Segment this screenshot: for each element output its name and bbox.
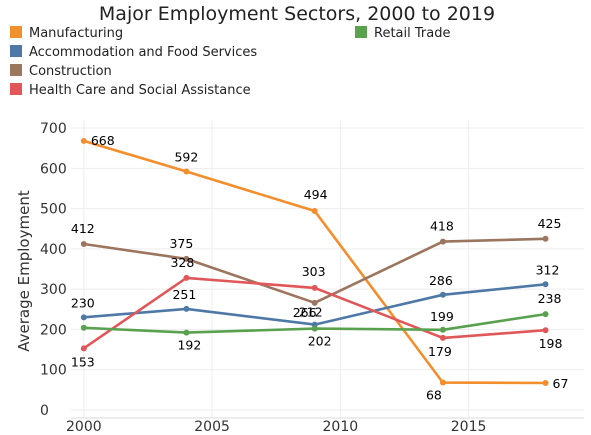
data-label-accommodation-and-food-services-2014: 286 — [429, 273, 453, 288]
point-health-care-and-social-assistance-2004 — [183, 274, 190, 281]
y-tick-200: 200 — [40, 322, 67, 338]
legend-label-retail-trade: Retail Trade — [374, 26, 450, 41]
x-axis-ticks: 2000 2005 2010 2015 — [66, 419, 486, 435]
data-label-accommodation-and-food-services-2009: 212 — [299, 305, 323, 320]
point-accommodation-and-food-services-2000 — [80, 314, 87, 321]
data-label-construction-2004: 375 — [169, 236, 193, 251]
data-label-health-care-and-social-assistance-2004: 328 — [170, 255, 194, 270]
data-label-retail-trade-2009: 202 — [308, 334, 332, 349]
data-label-health-care-and-social-assistance-2009: 303 — [302, 264, 326, 279]
legend-label-health-care-and-social-assistance: Health Care and Social Assistance — [29, 83, 251, 98]
data-label-construction-2014: 418 — [430, 219, 454, 234]
point-construction-2000 — [80, 241, 87, 248]
point-construction-2018 — [542, 235, 549, 242]
point-retail-trade-2018 — [542, 311, 549, 318]
data-label-manufacturing-2000: 668 — [91, 133, 115, 148]
legend-swatch-accommodation-and-food-services — [10, 45, 22, 57]
chart-title: Major Employment Sectors, 2000 to 2019 — [99, 3, 495, 25]
point-health-care-and-social-assistance-2018 — [542, 327, 549, 334]
legend-swatch-retail-trade — [355, 26, 367, 38]
data-label-manufacturing-2014: 68 — [426, 388, 442, 403]
y-axis-ticks: 0 100 200 300 400 500 600 700 — [40, 121, 67, 419]
data-label-retail-trade-2018: 238 — [538, 291, 562, 306]
point-construction-2009 — [311, 299, 318, 306]
y-tick-300: 300 — [40, 282, 67, 298]
point-accommodation-and-food-services-2004 — [183, 305, 190, 312]
data-label-accommodation-and-food-services-2018: 312 — [536, 262, 560, 277]
series-lines — [80, 137, 549, 386]
point-construction-2014 — [439, 238, 446, 245]
point-construction-2004 — [183, 255, 190, 262]
data-label-manufacturing-2018: 67 — [553, 376, 569, 391]
y-tick-500: 500 — [40, 202, 67, 218]
data-label-health-care-and-social-assistance-2018: 198 — [539, 336, 563, 351]
data-label-manufacturing-2004: 592 — [174, 150, 198, 165]
data-label-manufacturing-2009: 494 — [304, 187, 328, 202]
point-accommodation-and-food-services-2014 — [439, 291, 446, 298]
data-label-construction-2000: 412 — [71, 221, 95, 236]
legend-label-accommodation-and-food-services: Accommodation and Food Services — [29, 45, 257, 60]
point-retail-trade-2014 — [439, 326, 446, 333]
point-manufacturing-2004 — [183, 168, 190, 175]
x-tick-2015: 2015 — [451, 419, 487, 435]
x-tick-2000: 2000 — [66, 419, 102, 435]
x-tick-2005: 2005 — [194, 419, 230, 435]
data-label-construction-2009: 266 — [293, 305, 317, 320]
point-manufacturing-2000 — [80, 137, 87, 144]
point-retail-trade-2000 — [80, 324, 87, 331]
y-tick-100: 100 — [40, 363, 67, 379]
legend: Manufacturing Accommodation and Food Serv… — [10, 26, 450, 98]
gridlines — [71, 120, 584, 419]
point-health-care-and-social-assistance-2000 — [80, 345, 87, 352]
data-label-accommodation-and-food-services-2004: 251 — [172, 287, 196, 302]
point-manufacturing-2018 — [542, 379, 549, 386]
legend-swatch-manufacturing — [10, 26, 22, 38]
point-accommodation-and-food-services-2018 — [542, 281, 549, 288]
point-health-care-and-social-assistance-2014 — [439, 334, 446, 341]
legend-label-construction: Construction — [29, 64, 112, 79]
point-retail-trade-2009 — [311, 325, 318, 332]
legend-label-manufacturing: Manufacturing — [29, 26, 123, 41]
y-axis-label: Average Employment — [15, 190, 33, 352]
point-retail-trade-2004 — [183, 329, 190, 336]
y-tick-700: 700 — [40, 121, 67, 137]
data-label-accommodation-and-food-services-2000: 230 — [71, 295, 95, 310]
data-label-retail-trade-2004: 192 — [177, 338, 201, 353]
data-labels: 668 592 494 68 67 230 251 212 286 312 412 375 266 418… — [71, 133, 569, 403]
point-manufacturing-2014 — [439, 379, 446, 386]
y-tick-400: 400 — [40, 242, 67, 258]
data-label-retail-trade-2014: 199 — [430, 309, 454, 324]
data-label-health-care-and-social-assistance-2000: 153 — [71, 354, 95, 369]
y-tick-0: 0 — [40, 403, 49, 419]
x-tick-2010: 2010 — [323, 419, 359, 435]
data-label-construction-2018: 425 — [538, 216, 562, 231]
y-tick-600: 600 — [40, 161, 67, 177]
point-health-care-and-social-assistance-2009 — [311, 284, 318, 291]
point-manufacturing-2009 — [311, 208, 318, 215]
legend-swatch-health-care-and-social-assistance — [10, 83, 22, 95]
data-label-health-care-and-social-assistance-2014: 179 — [428, 344, 452, 359]
legend-swatch-construction — [10, 64, 22, 76]
